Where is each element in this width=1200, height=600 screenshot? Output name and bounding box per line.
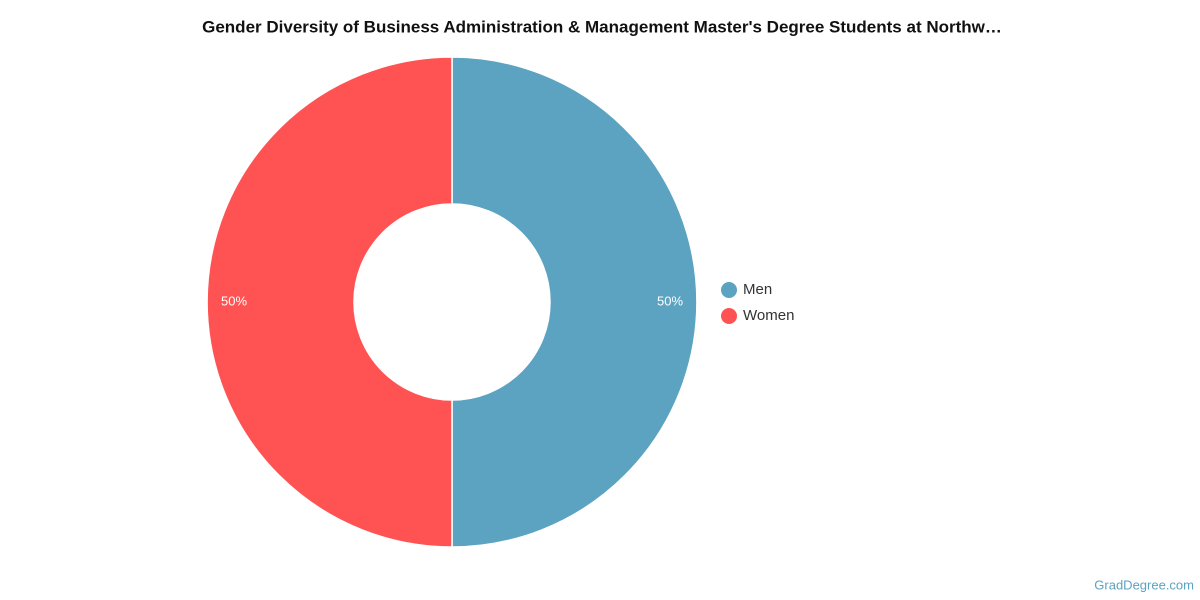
donut-slice <box>451 56 698 548</box>
chart-title: Gender Diversity of Business Administrat… <box>202 17 1002 36</box>
source-credit: GradDegree.com <box>1094 577 1194 592</box>
donut-slice <box>206 56 453 548</box>
legend-label: Women <box>743 307 794 324</box>
legend-label: Men <box>743 281 772 298</box>
slice-label: 50% <box>221 293 247 308</box>
legend-marker <box>721 282 737 298</box>
legend-marker <box>721 308 737 324</box>
slice-label: 50% <box>657 293 683 308</box>
